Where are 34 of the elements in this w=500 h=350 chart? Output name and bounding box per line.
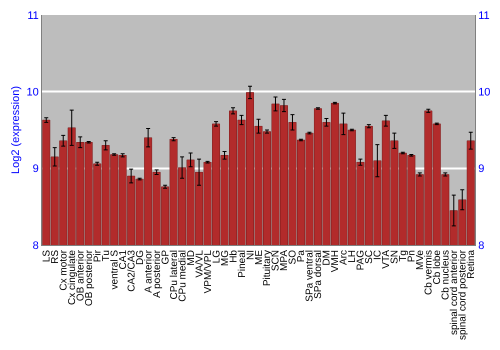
y2-tick-label: 9 [478,163,484,176]
x-tick-label: RS [50,250,61,264]
x-tick-label: LS [42,250,52,262]
x-tick-label: CPu medial [177,250,188,302]
x-tick-label: VPM/VPL [202,250,214,294]
x-tick-label: GP [160,250,172,264]
x-tick-label: Pineal [236,250,248,278]
x-tick-label: CA2/CA3 [126,250,138,292]
y-tick-label: 11 [27,10,39,22]
x-tick-label: ME [254,250,265,265]
x-tick-label: Tg [398,250,410,262]
x-tick-label: CA1 [118,250,129,270]
x-tick-label: OB anterior [75,249,86,302]
x-tick-label: NI [245,250,256,260]
y-tick-label: 10 [26,86,39,99]
x-tick-label: A posterior [152,249,163,298]
x-tick-label: Hb [228,250,240,263]
y-tick-label: 9 [32,163,39,176]
x-tick-label: spinal cord posterior [458,249,469,340]
x-tick-label: A anterior [143,249,154,293]
x-tick-label: ventral S [109,250,120,290]
x-tick-label: LG [211,250,222,264]
y2-tick-label: 11 [478,10,490,22]
y-tick-label: 8 [32,240,39,252]
y2-tick-label: 8 [478,240,484,252]
y2-tick-label: 10 [478,86,490,99]
x-tick-label: Cx cingulate [66,250,78,306]
y-axis-title: Log2 (expression) [10,86,22,174]
x-tick-label: Retina [466,250,477,279]
x-tick-label: Pituitary [262,250,274,286]
x-tick-label: OB posterior [84,249,95,306]
x-tick-label: Tu [100,250,112,262]
x-tick-label: DG [134,250,146,265]
x-tick-label: Pir [92,249,104,262]
